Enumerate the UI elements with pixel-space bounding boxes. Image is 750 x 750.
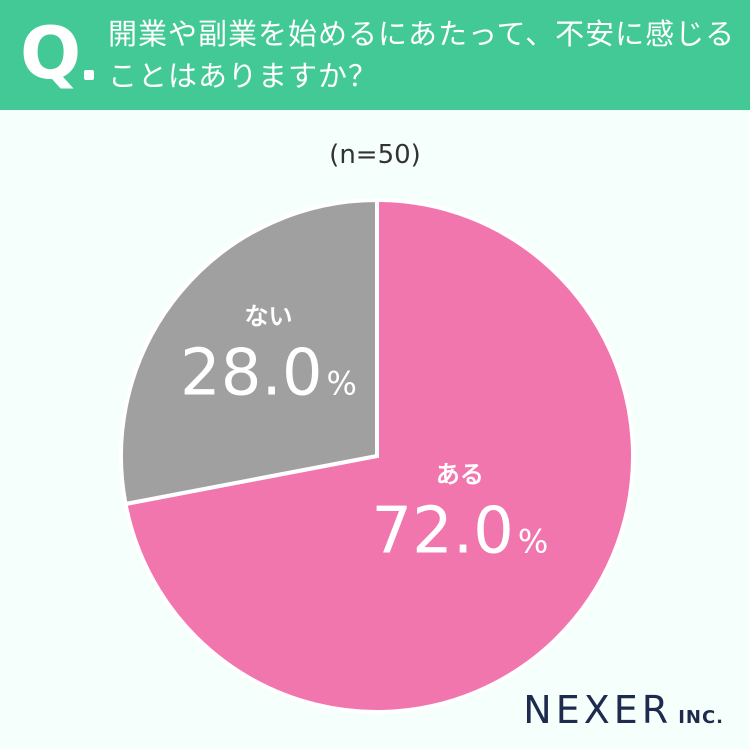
company-logo: NEXER INC. [523, 688, 724, 732]
slice-label-value-0: 72.0% [371, 495, 548, 569]
logo-sub-text: INC. [678, 707, 724, 728]
slice-label-value-1: 28.0% [180, 336, 357, 410]
question-header: Q 開業や副業を始めるにあたって、不安に感じる ことはありますか？ [0, 0, 750, 110]
slice-label-name-0: ある [436, 461, 484, 489]
pie-slice-0 [123, 197, 635, 714]
question-text-line1: 開業や副業を始めるにあたって、不安に感じる [108, 17, 736, 51]
question-text-line2: ことはありますか？ [108, 59, 379, 93]
sample-size-note: (n=50) [329, 140, 421, 170]
slice-label-name-1: ない [245, 302, 293, 330]
pie-slice-1 [119, 197, 379, 507]
q-mark: Q [20, 11, 82, 95]
logo-main-text: NEXER [523, 688, 673, 732]
q-dot-icon [84, 70, 94, 80]
